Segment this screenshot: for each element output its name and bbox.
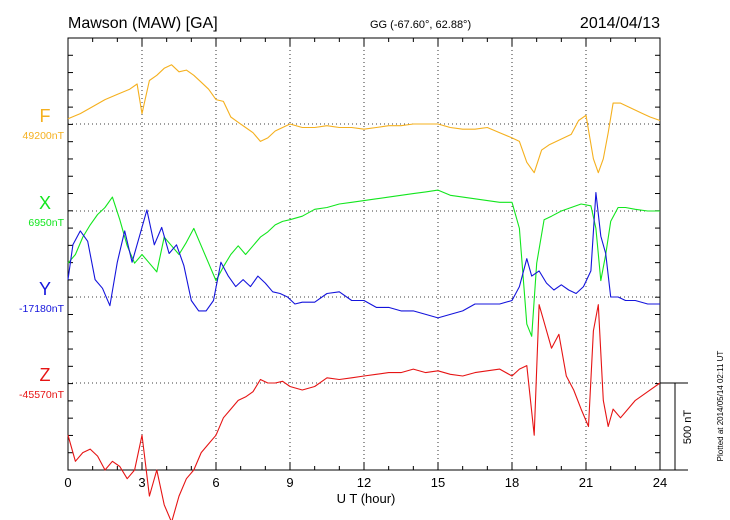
series-lines	[67, 64, 661, 520]
series-name-y: Y	[39, 279, 51, 299]
series-name-f: F	[40, 106, 51, 126]
x-tick-label-21: 21	[579, 475, 593, 490]
series-labels: F 49200nT X 6950nT Y -17180nT Z -45570nT	[19, 106, 65, 401]
chart-title: Mawson (MAW) [GA]	[68, 15, 218, 32]
x-tick-label-24: 24	[653, 475, 667, 490]
series-line-y	[67, 192, 660, 319]
series-baseline-label-y: -17180nT	[19, 303, 65, 315]
scale-bar: 500 nT	[660, 382, 694, 471]
series-baseline-label-f: 49200nT	[23, 130, 65, 142]
series-line-z	[67, 304, 661, 520]
station-coordinates: GG (-67.60°, 62.88°)	[370, 19, 471, 31]
x-tick-label-18: 18	[505, 475, 519, 490]
x-axis-label: U T (hour)	[337, 491, 396, 506]
x-tick-label-6: 6	[212, 475, 219, 490]
x-tick-label-12: 12	[357, 475, 371, 490]
series-line-f	[67, 64, 661, 174]
x-tick-label-3: 3	[138, 475, 145, 490]
x-tick-labels: 0 3 6 9 12 15 18 21 24	[64, 475, 667, 490]
chart-date: 2014/04/13	[580, 15, 660, 32]
series-line-x	[67, 189, 660, 337]
baseline-grid	[68, 123, 660, 384]
x-tick-label-15: 15	[431, 475, 445, 490]
vertical-grid	[141, 38, 587, 470]
series-name-z: Z	[40, 365, 51, 385]
series-name-x: X	[39, 193, 51, 213]
axis-ticks	[67, 37, 661, 471]
x-tick-label-0: 0	[64, 475, 71, 490]
x-tick-label-9: 9	[286, 475, 293, 490]
scale-bar-label: 500 nT	[682, 410, 694, 445]
series-baseline-label-z: -45570nT	[19, 389, 65, 401]
plotted-timestamp: Plotted at 2014/05/14 02:11 UT	[716, 351, 725, 462]
series-baseline-label-x: 6950nT	[28, 217, 64, 229]
